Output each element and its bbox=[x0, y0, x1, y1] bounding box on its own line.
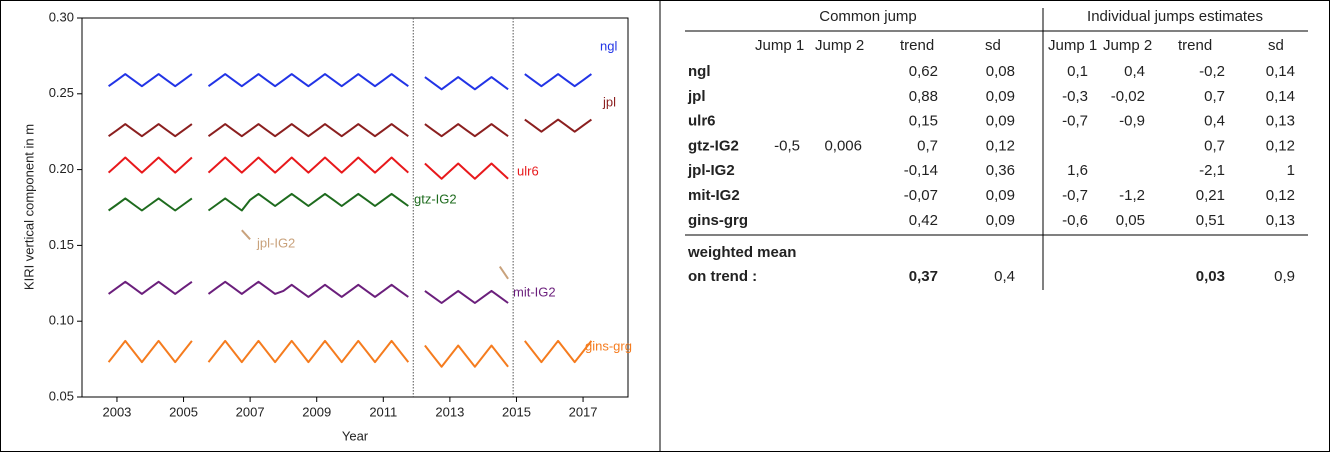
column-header: trend bbox=[1178, 37, 1212, 54]
cell: -1,2 bbox=[1119, 187, 1145, 204]
x-tick-label: 2005 bbox=[169, 404, 198, 419]
cell: -0,7 bbox=[1062, 187, 1088, 204]
cell: 0,09 bbox=[986, 88, 1015, 105]
cell: -0,07 bbox=[904, 187, 938, 204]
cell: -0,02 bbox=[1111, 88, 1145, 105]
column-header: trend bbox=[900, 37, 934, 54]
x-tick-label: 2013 bbox=[435, 404, 464, 419]
cell: -0,6 bbox=[1062, 212, 1088, 229]
y-axis-label: KIRI vertical component in m bbox=[21, 124, 36, 290]
cell: 0,08 bbox=[986, 63, 1015, 80]
cell: -0,14 bbox=[904, 162, 938, 179]
y-tick-label: 0.25 bbox=[49, 85, 74, 100]
row-label: jpl bbox=[687, 88, 706, 105]
x-tick-label: 2007 bbox=[236, 404, 265, 419]
summary-value: 0,9 bbox=[1274, 268, 1295, 285]
series-label: mit-IG2 bbox=[513, 284, 556, 299]
x-tick-label: 2003 bbox=[102, 404, 131, 419]
summary-value: 0,03 bbox=[1196, 268, 1225, 285]
series-label: jpl bbox=[602, 94, 616, 109]
cell: -0,5 bbox=[774, 137, 800, 154]
cell: 1 bbox=[1287, 162, 1295, 179]
cell: 0,51 bbox=[1196, 212, 1225, 229]
cell: 0,7 bbox=[1204, 137, 1225, 154]
series-line bbox=[108, 280, 509, 304]
series-line bbox=[241, 229, 509, 280]
y-tick-label: 0.30 bbox=[49, 9, 74, 24]
column-header: sd bbox=[1268, 37, 1284, 54]
summary-label: on trend : bbox=[688, 268, 757, 285]
cell: 0,13 bbox=[1266, 113, 1295, 130]
row-label: gins-grg bbox=[688, 212, 748, 229]
series-label: jpl-IG2 bbox=[256, 235, 295, 250]
column-header: Jump 1 bbox=[1048, 37, 1097, 54]
cell: -2,1 bbox=[1199, 162, 1225, 179]
summary-value: 0,4 bbox=[994, 268, 1015, 285]
column-header: Jump 1 bbox=[755, 37, 804, 54]
cell: 0,7 bbox=[917, 137, 938, 154]
group-header: Common jump bbox=[819, 8, 917, 25]
cell: 0,4 bbox=[1204, 113, 1225, 130]
cell: 0,42 bbox=[909, 212, 938, 229]
cell: 0,36 bbox=[986, 162, 1015, 179]
y-tick-label: 0.20 bbox=[49, 161, 74, 176]
row-label: jpl-IG2 bbox=[687, 162, 735, 179]
x-axis-label: Year bbox=[342, 428, 369, 443]
x-tick-label: 2011 bbox=[369, 404, 397, 419]
cell: 0,006 bbox=[824, 137, 862, 154]
y-tick-label: 0.15 bbox=[49, 237, 74, 252]
row-label: gtz-IG2 bbox=[688, 137, 739, 154]
series-line bbox=[107, 156, 509, 180]
cell: 0,7 bbox=[1204, 88, 1225, 105]
series-line bbox=[108, 192, 409, 212]
series-label: ngl bbox=[600, 38, 617, 53]
cell: 0,12 bbox=[1266, 137, 1295, 154]
table: Common jump Individual jumps estimates w… bbox=[685, 8, 1308, 290]
cell: 0,21 bbox=[1196, 187, 1225, 204]
summary-label: weighted mean bbox=[687, 244, 796, 261]
x-tick-label: 2009 bbox=[302, 404, 331, 419]
series-line bbox=[108, 73, 592, 91]
cell: 0,09 bbox=[986, 212, 1015, 229]
x-tick-label: 2017 bbox=[569, 404, 598, 419]
row-label: ngl bbox=[688, 63, 711, 80]
column-header: Jump 2 bbox=[815, 37, 864, 54]
cell: 0,14 bbox=[1266, 63, 1295, 80]
cell: 0,13 bbox=[1266, 212, 1295, 229]
series-label: ulr6 bbox=[517, 163, 539, 178]
cell: 0,14 bbox=[1266, 88, 1295, 105]
cell: 0,12 bbox=[1266, 187, 1295, 204]
series-label: gtz-IG2 bbox=[414, 191, 457, 206]
column-header: Jump 2 bbox=[1103, 37, 1152, 54]
row-label: ulr6 bbox=[688, 113, 716, 130]
cell: 0,15 bbox=[909, 113, 938, 130]
cell: 0,09 bbox=[986, 187, 1015, 204]
series-line bbox=[107, 339, 593, 368]
cell: 0,1 bbox=[1067, 63, 1088, 80]
cell: 0,88 bbox=[909, 88, 938, 105]
y-tick-label: 0.05 bbox=[49, 388, 74, 403]
series-label: gins-grg bbox=[585, 338, 632, 353]
column-header: sd bbox=[985, 37, 1001, 54]
cell: -0,7 bbox=[1062, 113, 1088, 130]
summary-value: 0,37 bbox=[909, 268, 938, 285]
cell: 0,62 bbox=[909, 63, 938, 80]
row-label: mit-IG2 bbox=[688, 187, 740, 204]
cell: 0,12 bbox=[986, 137, 1015, 154]
cell: 0,4 bbox=[1124, 63, 1145, 80]
cell: 0,09 bbox=[986, 113, 1015, 130]
y-tick-label: 0.10 bbox=[49, 313, 74, 328]
group-header: Individual jumps estimates bbox=[1087, 8, 1263, 25]
chart: Year KIRI vertical component in m 0.30 0.… bbox=[21, 9, 632, 443]
cell: -0,9 bbox=[1119, 113, 1145, 130]
cell: 1,6 bbox=[1067, 162, 1088, 179]
cell: 0,05 bbox=[1116, 212, 1145, 229]
x-tick-label: 2015 bbox=[502, 404, 531, 419]
cell: -0,2 bbox=[1199, 63, 1225, 80]
series-line bbox=[108, 118, 592, 138]
plot-area bbox=[81, 17, 629, 398]
cell: -0,3 bbox=[1062, 88, 1088, 105]
